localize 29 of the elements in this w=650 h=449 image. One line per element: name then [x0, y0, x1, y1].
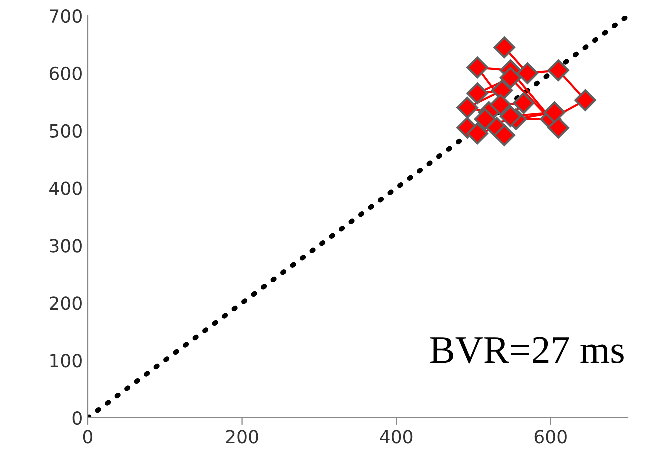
y-tick-label: 200: [50, 296, 82, 310]
annotation: BVR=27 ms: [430, 337, 624, 364]
point: [466, 82, 488, 104]
point: [474, 108, 496, 130]
point: [574, 90, 596, 112]
point: [544, 102, 566, 124]
point: [494, 124, 516, 146]
x-tick-label: 600: [534, 430, 567, 444]
y-tick-label: 100: [50, 354, 82, 368]
point: [466, 56, 488, 79]
point: [548, 117, 570, 139]
x-tick-label: 0: [83, 430, 93, 444]
point: [456, 97, 478, 119]
x-tick-label: 200: [226, 430, 258, 444]
y-tick-label: 700: [50, 9, 82, 24]
point: [500, 67, 522, 89]
y-tick-label: 0: [72, 411, 82, 426]
point: [548, 60, 570, 82]
point: [494, 36, 516, 58]
y-tick-label: 400: [50, 182, 82, 196]
x-tick-label: 400: [380, 430, 413, 444]
point: [516, 62, 539, 84]
y-tick-label: 300: [50, 239, 82, 253]
point: [500, 106, 522, 128]
y-tick-label: 600: [50, 66, 82, 81]
y-tick-label: 500: [50, 124, 82, 138]
point: [466, 122, 488, 145]
point: [490, 94, 512, 116]
point: [512, 92, 535, 114]
